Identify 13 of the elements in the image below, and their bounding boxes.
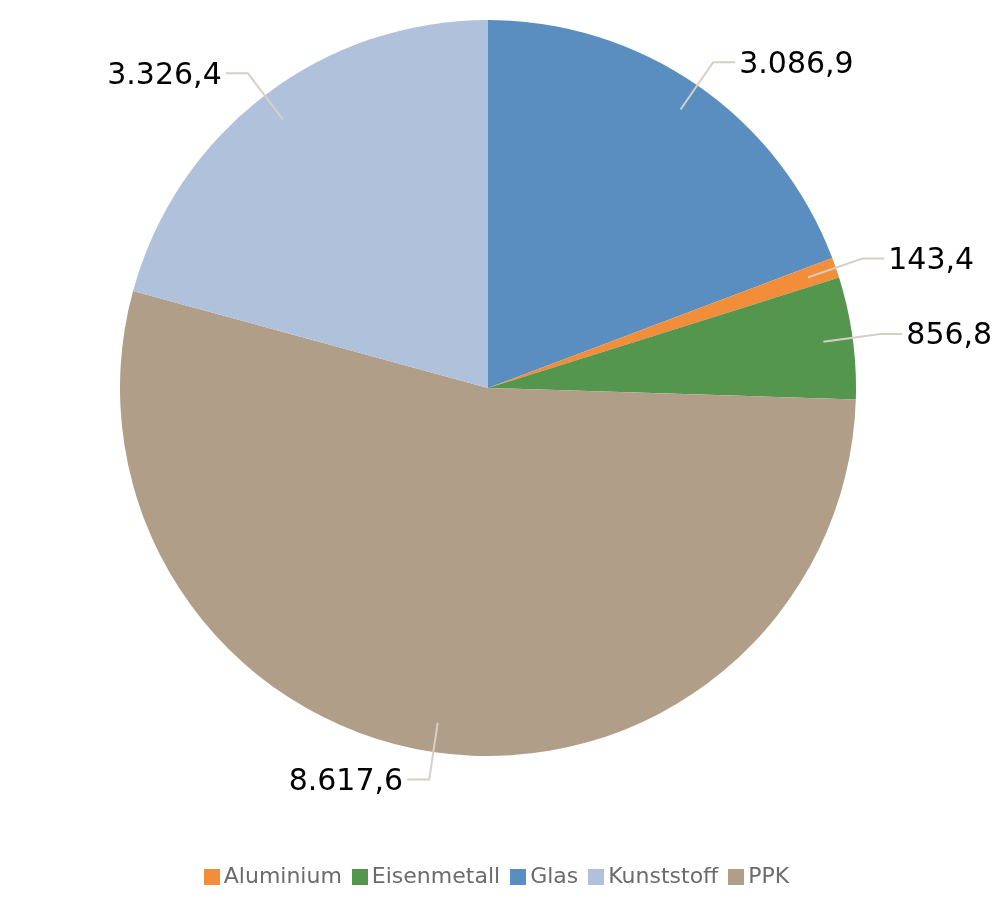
data-label: 8.617,6 (288, 762, 404, 798)
pie-slice (120, 290, 856, 756)
data-label: 143,4 (888, 241, 975, 277)
data-label: 3.086,9 (739, 44, 854, 80)
pie-slice (488, 258, 840, 388)
pie-slice (488, 277, 856, 400)
legend-label: Eisenmetall (371, 863, 501, 888)
legend-label: Glas (530, 863, 579, 888)
data-label: 856,8 (906, 316, 993, 352)
legend-label: PPK (748, 863, 790, 888)
legend-label: Kunststoff (608, 863, 719, 888)
data-label: 3.326,4 (107, 55, 222, 91)
legend-label: Aluminium (223, 863, 342, 888)
